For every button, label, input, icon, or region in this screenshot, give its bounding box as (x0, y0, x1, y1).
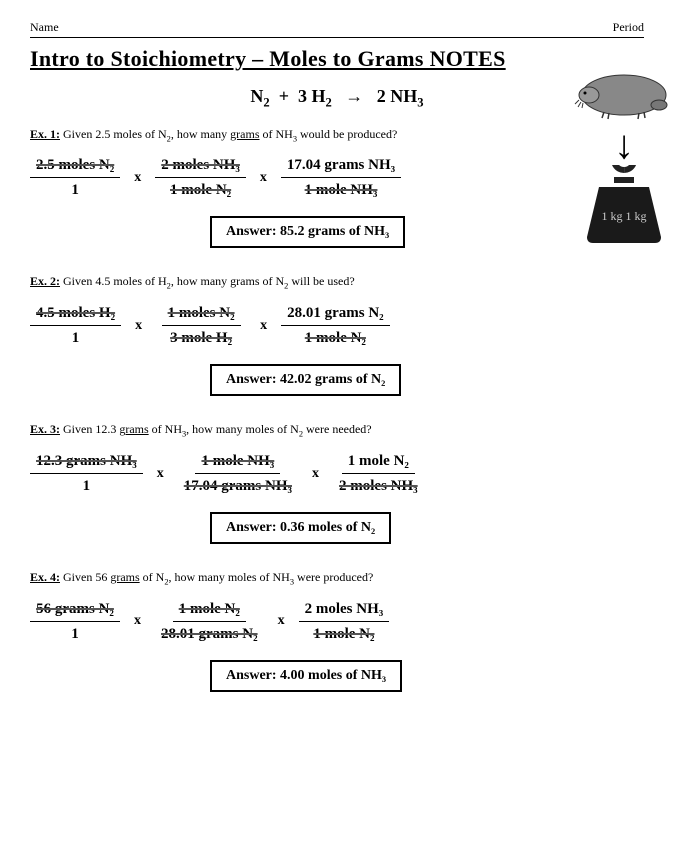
ex4-answer: Answer: 4.00 moles of NH₃ (210, 660, 402, 692)
example-3: Ex. 3: Given 12.3 grams of NH3, how many… (30, 422, 644, 544)
ex1-prompt: Ex. 1: Given 2.5 moles of N2, how many g… (30, 127, 644, 143)
example-4: Ex. 4: Given 56 grams of N2, how many mo… (30, 570, 644, 692)
mole-icon (569, 60, 674, 120)
example-1: Ex. 1: Given 2.5 moles of N2, how many g… (30, 127, 644, 249)
ex4-calc: 56 grams N₂1 x 1 mole N₂28.01 grams N₂ x… (30, 599, 644, 645)
name-label: Name (30, 20, 564, 35)
ex1-calc: 2.5 moles N₂1 x 2 moles NH₃1 mole N₂ x 1… (30, 155, 644, 201)
ex2-calc: 4.5 moles H₂1 x 1 moles N₂3 mole H₂ x 28… (30, 303, 644, 349)
ex1-answer: Answer: 85.2 grams of NH₃ (210, 216, 405, 248)
ex3-answer: Answer: 0.36 moles of N₂ (210, 512, 391, 544)
period-label: Period (564, 20, 644, 35)
example-2: Ex. 2: Given 4.5 moles of H2, how many g… (30, 274, 644, 396)
ex4-prompt: Ex. 4: Given 56 grams of N2, how many mo… (30, 570, 644, 586)
ex3-prompt: Ex. 3: Given 12.3 grams of NH3, how many… (30, 422, 644, 438)
page-title: Intro to Stoichiometry – Moles to Grams … (30, 46, 644, 72)
chemical-equation: N2 + 3 H2 → 2 NH3 (30, 86, 644, 111)
ex2-answer: Answer: 42.02 grams of N₂ (210, 364, 401, 396)
header-fields: Name Period (30, 20, 644, 38)
ex2-prompt: Ex. 2: Given 4.5 moles of H2, how many g… (30, 274, 644, 290)
ex3-calc: 12.3 grams NH₃1 x 1 mole NH₃17.04 grams … (30, 451, 644, 497)
